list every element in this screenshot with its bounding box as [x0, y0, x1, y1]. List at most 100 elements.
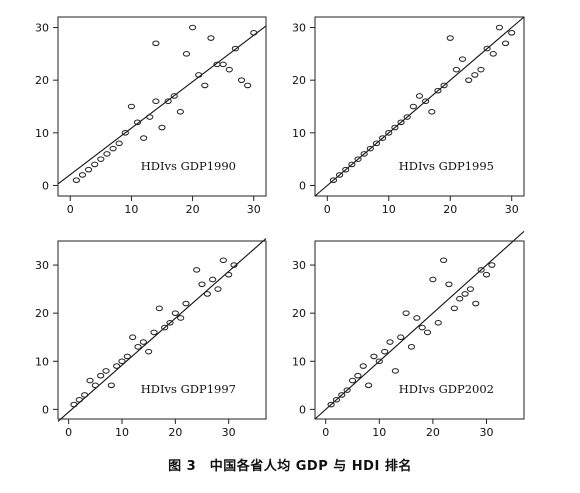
- y-tick-label: 20: [292, 74, 306, 87]
- scatter-point: [407, 344, 416, 350]
- scatter-point: [139, 339, 147, 345]
- panel-label: HDIvs GDP1990: [141, 159, 236, 173]
- scatter-point: [225, 66, 233, 73]
- panel-label: HDIvs GDP1997: [141, 382, 236, 396]
- scatter-point: [146, 114, 154, 120]
- scatter-point: [343, 387, 351, 393]
- scatter-point: [161, 324, 169, 331]
- scatter-point: [495, 24, 504, 31]
- scatter-point: [209, 276, 217, 283]
- scatter-point: [456, 295, 464, 302]
- scatter-point: [72, 177, 80, 184]
- scatter-point: [418, 324, 426, 331]
- scatter-point: [360, 151, 368, 157]
- scatter-point: [329, 177, 338, 184]
- scatter-point: [201, 82, 209, 89]
- scatter-point: [86, 377, 94, 384]
- scatter-point: [327, 401, 335, 408]
- scatter-point: [386, 339, 394, 345]
- scatter-point: [219, 257, 227, 264]
- scatter-point: [477, 66, 485, 73]
- scatter-point: [155, 305, 163, 312]
- scatter-point: [103, 151, 111, 157]
- scatter-point: [391, 368, 399, 374]
- scatter-point: [372, 140, 381, 147]
- scatter-point: [182, 51, 191, 57]
- scatter-point: [171, 310, 179, 316]
- scatter-point: [219, 61, 227, 68]
- scatter-panel-3: 0 10 20 30 0 10 20 30 HDIvs GDP1997: [35, 238, 267, 439]
- scatter-point: [182, 300, 190, 307]
- fit-line: [314, 230, 525, 420]
- scatter-point: [422, 98, 430, 105]
- scatter-point: [366, 145, 374, 152]
- scatter-point: [450, 305, 458, 312]
- y-tick-label: 10: [35, 355, 49, 368]
- scatter-point: [84, 166, 93, 173]
- scatter-point: [78, 172, 87, 178]
- scatter-point: [423, 329, 432, 336]
- scatter-point: [482, 271, 491, 278]
- y-tick-label: 30: [35, 259, 49, 272]
- scatter-point: [379, 135, 387, 141]
- y-tick-label: 30: [292, 22, 306, 35]
- scatter-point: [193, 267, 201, 273]
- x-tick-label: 30: [479, 426, 493, 439]
- x-tick-label: 20: [443, 203, 457, 216]
- scatter-point: [489, 51, 497, 57]
- panel-label: HDIvs GDP2002: [399, 382, 494, 396]
- x-tick-label: 30: [505, 203, 519, 216]
- plot-frame: [57, 240, 267, 420]
- scatter-point: [134, 344, 142, 350]
- scatter-point: [359, 363, 367, 369]
- x-tick-label: 0: [322, 426, 329, 439]
- scatter-point: [75, 396, 83, 403]
- scatter-point: [461, 291, 469, 297]
- scatter-point: [375, 358, 383, 365]
- scatter-point: [402, 310, 410, 316]
- scatter-point: [115, 140, 123, 147]
- scatter-point: [145, 348, 153, 355]
- scatter-point: [91, 161, 99, 168]
- scatter-point: [413, 315, 421, 321]
- y-tick-label: 0: [299, 179, 306, 192]
- scatter-point: [342, 166, 350, 173]
- y-tick-label: 20: [35, 307, 49, 320]
- scatter-point: [391, 124, 399, 131]
- scatter-point: [370, 353, 378, 360]
- scatter-point: [335, 172, 344, 178]
- scatter-point: [170, 93, 178, 99]
- x-tick-label: 10: [382, 203, 396, 216]
- scatter-point: [488, 262, 496, 268]
- scatter-point: [121, 130, 129, 136]
- scatter-point: [385, 130, 393, 136]
- x-tick-label: 10: [115, 426, 129, 439]
- scatter-point: [434, 87, 442, 94]
- plot-frame: [314, 240, 525, 420]
- scatter-point: [102, 368, 110, 374]
- scatter-point: [429, 276, 437, 283]
- y-tick-label: 20: [292, 307, 306, 320]
- scatter-point: [250, 29, 258, 36]
- scatter-point: [127, 103, 136, 110]
- scatter-point: [354, 156, 362, 162]
- scatter-point: [446, 35, 454, 41]
- fit-line: [57, 25, 267, 185]
- plot-frame: [57, 16, 267, 197]
- scatter-point: [440, 82, 448, 89]
- scatter-point: [214, 286, 222, 292]
- scatter-point: [118, 358, 126, 365]
- figure-caption: 图 3 中国各省人均 GDP 与 HDI 排名: [168, 459, 412, 474]
- x-tick-label: 30: [247, 203, 261, 216]
- scatter-point: [244, 82, 252, 89]
- scatter-point: [203, 291, 211, 297]
- scatter-point: [397, 119, 405, 126]
- scatter-point: [354, 372, 362, 379]
- y-tick-label: 30: [292, 259, 306, 272]
- scatter-point: [176, 108, 184, 115]
- scatter-point: [140, 135, 148, 141]
- scatter-point: [152, 40, 160, 47]
- scatter-point: [445, 281, 453, 288]
- scatter-point: [107, 382, 115, 389]
